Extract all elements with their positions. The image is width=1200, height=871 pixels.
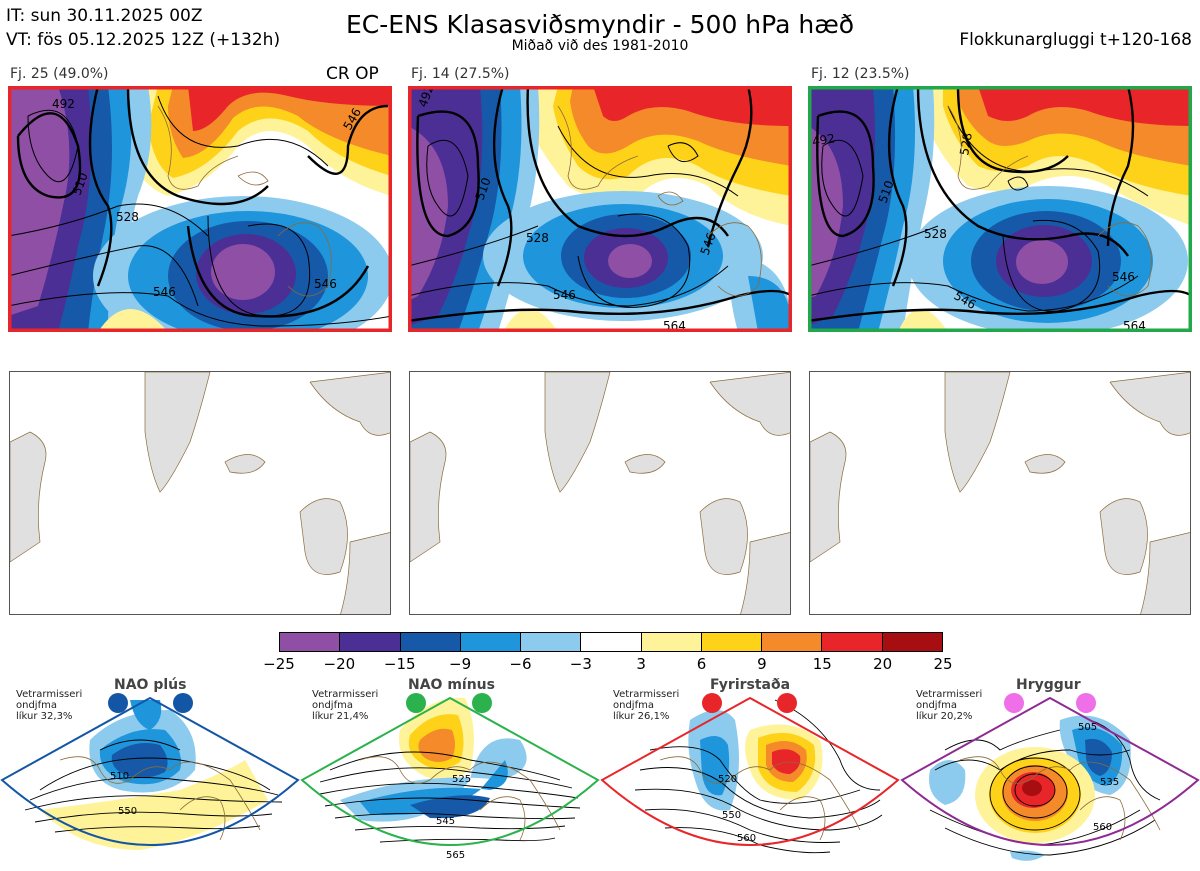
colorbar-swatch [581, 633, 642, 651]
colorbar-tick-label: −6 [509, 655, 532, 673]
probability-label: líkur 20,2% [916, 711, 973, 722]
season-label: Vetrarmisseri [16, 689, 83, 700]
regime-maps: 510 550 525 545 565 [0, 693, 1200, 861]
contour-label: 505 [1078, 722, 1097, 733]
cluster-panel-1: 492 510 528 546 546 546 [8, 86, 392, 332]
contour-label: 528 [526, 231, 549, 245]
contour-label: 565 [446, 850, 465, 861]
regime-1-info: Vetrarmisseri ondjfma líkur 32,3% [16, 689, 82, 722]
colorbar-tick-label: −9 [449, 655, 472, 673]
landmass-outline-3 [810, 372, 1190, 614]
colorbar-tick-label: −3 [569, 655, 592, 673]
regime-4-title: Hryggur [1016, 677, 1081, 693]
contour-label: 560 [737, 833, 756, 844]
colorbar-swatch [701, 633, 763, 651]
contour-label: 535 [1100, 777, 1119, 788]
cluster-map-1: 492 510 528 546 546 546 [8, 86, 392, 332]
regime-marker-dot [406, 693, 426, 713]
regime-2-title: NAO mínus [408, 677, 495, 693]
regime-3-title: Fyrirstaða [710, 677, 791, 693]
months-label: ondjfma [312, 700, 353, 711]
cluster-map-2: 492 510 528 546 546 564 [408, 86, 792, 332]
page-subtitle: Miðað við des 1981-2010 [511, 38, 689, 54]
empty-map-1 [9, 371, 391, 615]
cluster-panel-2: 492 510 528 546 546 564 [408, 86, 792, 332]
panel-3-label: Fj. 12 (23.5%) [811, 66, 910, 82]
probability-label: líkur 32,3% [16, 711, 73, 722]
contour-label: 528 [924, 227, 947, 241]
colorbar-swatch [280, 633, 341, 651]
colorbar-tick-label: 15 [812, 655, 832, 673]
contour-label: 550 [118, 806, 137, 817]
contour-label: 492 [811, 131, 836, 149]
contour-label: 528 [116, 210, 139, 224]
colorbar-swatch [641, 633, 702, 651]
contour-label: 492 [52, 97, 75, 111]
regime-map-blocking: 520 550 560 [600, 693, 900, 854]
panel-2-label: Fj. 14 (27.5%) [411, 66, 510, 82]
contour-label: 520 [718, 774, 737, 785]
empty-map-3 [809, 371, 1191, 615]
regime-marker-dot [1004, 693, 1024, 713]
months-label: ondjfma [916, 700, 957, 711]
contour-label: 546 [1112, 270, 1135, 284]
regime-marker-dot [702, 693, 722, 713]
regime-3-info: Vetrarmisseri ondjfma líkur 26,1% [613, 689, 679, 722]
months-label: ondjfma [613, 700, 654, 711]
months-label: ondjfma [16, 700, 57, 711]
contour-label: 560 [1093, 822, 1112, 833]
empty-map-2 [409, 371, 791, 615]
page-title: EC-ENS Klasasviðsmyndir - 500 hPa hæð [345, 10, 855, 39]
valid-time: VT: fös 05.12.2025 12Z (+132h) [6, 30, 281, 50]
cluster-panel-3: 492 528 510 528 546 546 564 [808, 86, 1192, 332]
colorbar-swatch [822, 633, 883, 651]
season-label: Vetrarmisseri [613, 689, 680, 700]
regime-map-nao-plus: 510 550 [0, 693, 300, 850]
season-label: Vetrarmisseri [312, 689, 379, 700]
panel-1-label: Fj. 25 (49.0%) [10, 66, 109, 82]
colorbar-tick-label: 25 [933, 655, 953, 673]
season-label: Vetrarmisseri [916, 689, 983, 700]
panel-1-tag: CR OP [326, 64, 379, 84]
landmass-outline-2 [410, 372, 790, 614]
colorbar-swatch [762, 633, 823, 651]
initial-time: IT: sun 30.11.2025 00Z [6, 6, 203, 26]
cluster-map-3: 492 528 510 528 546 546 564 [808, 86, 1192, 332]
colorbar-tick-label: −25 [263, 655, 295, 673]
probability-label: líkur 21,4% [312, 711, 369, 722]
regime-map-ridge: 505 535 560 [900, 693, 1200, 861]
regime-marker-dot [108, 693, 128, 713]
classification-window: Flokkunargluggi t+120-168 [959, 30, 1192, 50]
colorbar-swatch [882, 633, 942, 651]
colorbar-swatch [400, 633, 461, 651]
regime-1-title: NAO plús [114, 677, 187, 693]
colorbar-swatch [460, 633, 522, 651]
regime-marker-dot [173, 693, 193, 713]
colorbar-swatch [521, 633, 582, 651]
colorbar-tick-label: 20 [873, 655, 893, 673]
colorbar-tick-label: 6 [696, 655, 707, 673]
contour-label: 545 [436, 816, 455, 827]
colorbar-tick-label: −20 [323, 655, 356, 673]
regime-marker-dot [472, 693, 492, 713]
colorbar-tick-label: 9 [757, 655, 767, 673]
regime-4-info: Vetrarmisseri ondjfma líkur 20,2% [916, 689, 982, 722]
regime-marker-dot [777, 693, 797, 713]
colorbar-tick-label: −15 [383, 655, 416, 673]
regime-map-nao-minus: 525 545 565 [300, 693, 600, 861]
contour-label: 546 [153, 285, 176, 299]
regime-2-info: Vetrarmisseri ondjfma líkur 21,4% [312, 689, 378, 722]
colorbar [279, 632, 943, 652]
colorbar-tick-label: 3 [636, 655, 646, 673]
colorbar-swatch [340, 633, 401, 651]
landmass-outline-1 [10, 372, 390, 614]
probability-label: líkur 26,1% [613, 711, 670, 722]
regime-marker-dot [1076, 693, 1096, 713]
contour-label: 546 [553, 288, 576, 302]
contour-label: 550 [722, 810, 741, 821]
contour-label: 546 [314, 277, 337, 291]
contour-label: 510 [110, 771, 129, 782]
contour-label: 525 [452, 774, 471, 785]
